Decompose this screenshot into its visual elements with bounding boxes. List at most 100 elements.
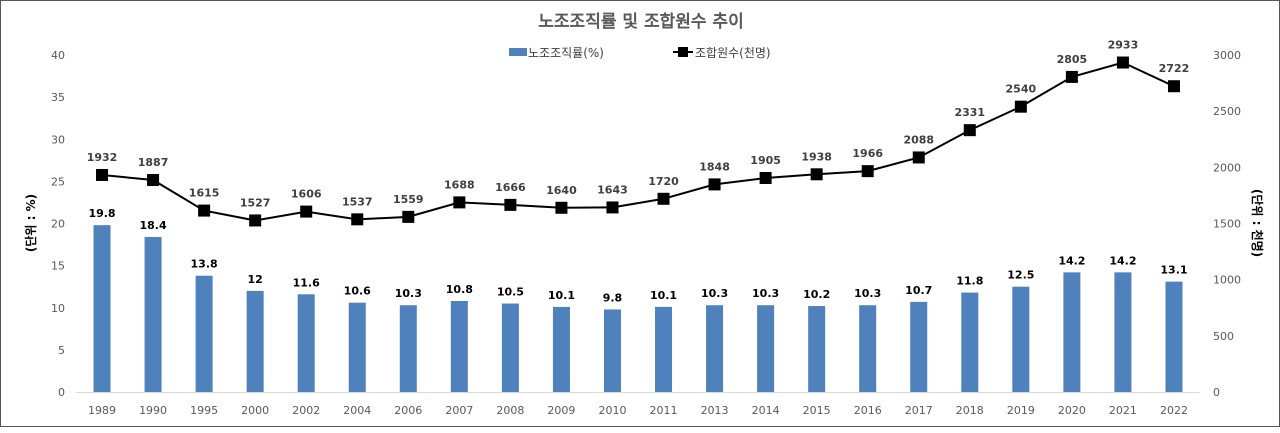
x-tick-label: 2018 — [956, 404, 984, 417]
bar-data-label: 10.3 — [854, 287, 881, 300]
bar-data-label: 10.1 — [650, 289, 677, 302]
line-data-label: 1966 — [852, 147, 883, 160]
bar — [501, 303, 519, 392]
bar-data-label: 19.8 — [88, 207, 115, 220]
line-data-label: 1666 — [495, 181, 526, 194]
x-tick-label: 2017 — [905, 404, 933, 417]
line-series — [101, 61, 1175, 222]
y-tick-label: 25 — [51, 175, 65, 188]
bar-data-label: 10.6 — [344, 285, 371, 298]
legend-line-label: 조합원수(천명) — [695, 45, 771, 60]
line-marker — [912, 151, 925, 164]
x-tick-label: 2004 — [343, 404, 371, 417]
bar-data-label: 9.8 — [603, 291, 623, 304]
line-data-label: 1932 — [87, 151, 118, 164]
bar — [1114, 272, 1132, 392]
x-tick-label: 2015 — [803, 404, 831, 417]
bar-data-label: 12.5 — [1007, 269, 1034, 282]
line-data-label: 1905 — [750, 154, 781, 167]
x-tick-label: 1990 — [139, 404, 167, 417]
line-marker — [1065, 70, 1078, 83]
line-data-label: 1720 — [648, 175, 679, 188]
line-data-label: 1615 — [189, 187, 220, 200]
x-tick-label: 2016 — [854, 404, 882, 417]
bar — [552, 306, 570, 392]
y-axis-label: (단위 : %) — [23, 194, 38, 252]
bar — [195, 275, 213, 392]
line-data-label: 1643 — [597, 183, 628, 196]
x-tick-label: 2022 — [1160, 404, 1188, 417]
bar-data-label: 13.1 — [1160, 264, 1187, 277]
bar — [450, 301, 468, 392]
line-marker — [1167, 80, 1180, 93]
y2-tick-label: 1000 — [1213, 274, 1241, 287]
y2-tick-label: 0 — [1213, 386, 1220, 399]
bar — [297, 294, 315, 392]
line-data-label: 1848 — [699, 160, 730, 173]
line-data-label: 2933 — [1108, 39, 1139, 52]
bar-data-label: 10.1 — [548, 289, 575, 302]
x-tick-label: 2010 — [598, 404, 626, 417]
bar-data-label: 10.7 — [905, 284, 932, 297]
bar-data-label: 14.2 — [1109, 254, 1136, 267]
bar-data-label: 18.4 — [139, 219, 166, 232]
line-marker — [198, 204, 211, 217]
bar-data-label: 10.3 — [701, 287, 728, 300]
y-tick-label: 30 — [51, 133, 65, 146]
x-tick-label: 2000 — [241, 404, 269, 417]
bar-data-label: 10.8 — [446, 283, 473, 296]
line-marker — [402, 210, 415, 223]
line-marker — [963, 124, 976, 137]
line-data-label: 1887 — [138, 156, 169, 169]
line-marker — [300, 205, 313, 218]
bar — [348, 302, 366, 392]
line-data-label: 2331 — [954, 106, 985, 119]
line-data-label: 2088 — [903, 133, 934, 146]
line-data-label: 1559 — [393, 193, 424, 206]
y-tick-label: 0 — [58, 386, 65, 399]
bar — [1012, 286, 1030, 392]
bar-data-label: 14.2 — [1058, 254, 1085, 267]
line-marker — [810, 168, 823, 181]
x-tick-label: 1995 — [190, 404, 218, 417]
line-marker — [351, 213, 364, 226]
line-marker — [96, 168, 109, 181]
x-tick-label: 2006 — [394, 404, 422, 417]
bar — [1063, 272, 1081, 392]
line-marker — [606, 201, 619, 214]
bar — [910, 301, 928, 392]
bar-data-label: 10.3 — [752, 287, 779, 300]
x-tick-label: 2014 — [752, 404, 780, 417]
line-marker — [555, 201, 568, 214]
bar — [93, 225, 111, 392]
line-data-label: 1640 — [546, 184, 577, 197]
bar-data-label: 10.3 — [395, 287, 422, 300]
y-tick-label: 20 — [51, 218, 65, 231]
y2-tick-label: 1500 — [1213, 218, 1241, 231]
line-marker — [1116, 56, 1129, 69]
y2-tick-label: 2000 — [1213, 161, 1241, 174]
bar — [1165, 281, 1183, 392]
y2-tick-label: 2500 — [1213, 105, 1241, 118]
y-tick-label: 40 — [51, 49, 65, 62]
x-tick-label: 2009 — [547, 404, 575, 417]
bar-data-label: 11.6 — [293, 276, 320, 289]
bar-data-label: 13.8 — [191, 258, 218, 271]
legend: 노조조직률(%) 조합원수(천명) — [509, 45, 771, 60]
line-marker — [249, 214, 262, 227]
line-marker — [147, 174, 160, 187]
bar — [655, 306, 673, 392]
line-data-label: 1537 — [342, 195, 373, 208]
x-tick-label: 2011 — [650, 404, 678, 417]
y2-tick-label: 3000 — [1213, 49, 1241, 62]
x-tick-label: 2007 — [445, 404, 473, 417]
x-tick-label: 2008 — [496, 404, 524, 417]
x-tick-label: 1989 — [88, 404, 116, 417]
x-tick-label: 2013 — [701, 404, 729, 417]
bar — [399, 305, 417, 392]
line-marker — [504, 198, 517, 211]
y2-tick-label: 500 — [1213, 330, 1234, 343]
y2-axis-label: (단위 : 천명) — [1250, 189, 1265, 257]
